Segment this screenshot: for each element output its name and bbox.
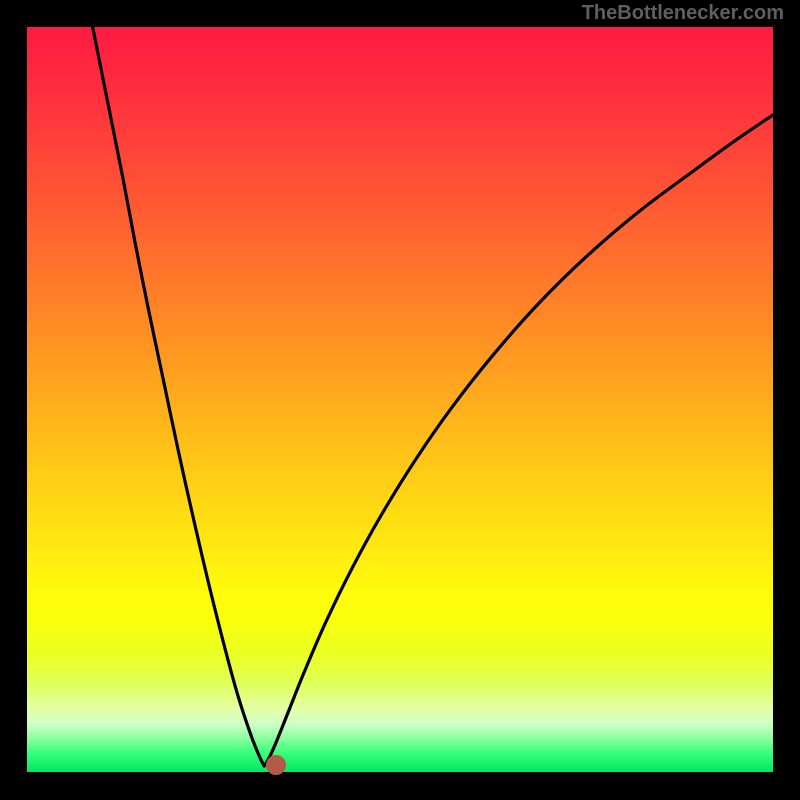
optimal-point-marker bbox=[266, 755, 286, 775]
chart-stage: TheBottlenecker.com bbox=[0, 0, 800, 800]
watermark-text: TheBottlenecker.com bbox=[582, 2, 784, 25]
gradient-background bbox=[27, 27, 773, 772]
